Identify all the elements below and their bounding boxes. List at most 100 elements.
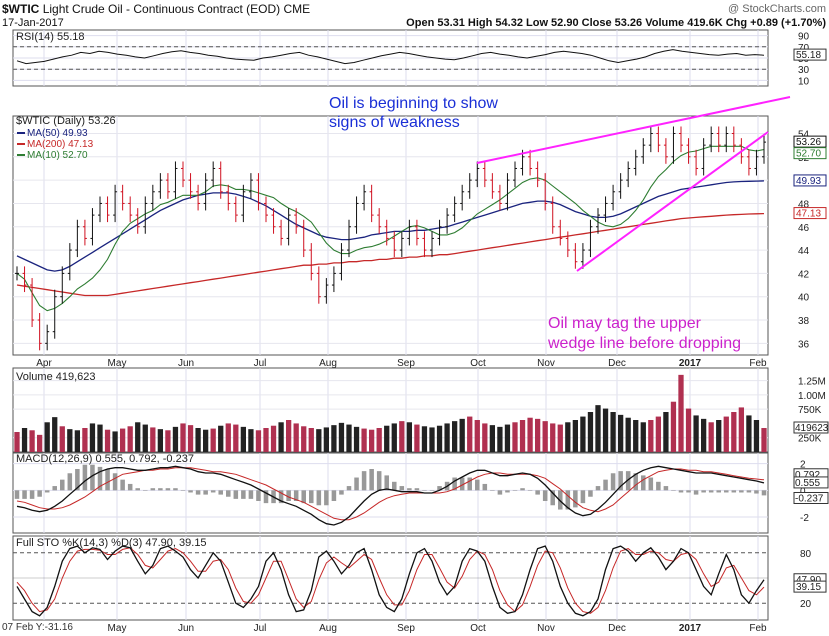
volume-bar <box>187 425 194 452</box>
macd-histogram-bar <box>339 490 344 495</box>
volume-bar <box>316 429 322 452</box>
volume-bar <box>112 431 118 452</box>
macd-histogram-bar <box>542 490 548 501</box>
macd-histogram-bar <box>90 464 95 491</box>
x-tick-label: May <box>108 358 127 369</box>
volume-bar <box>693 415 699 452</box>
volume-bar <box>542 421 548 452</box>
price-panel-label: $WTIC (Daily) 53.26 <box>16 115 116 127</box>
macd-tick-label: -2 <box>800 513 809 524</box>
macd-last-label: -0.237 <box>795 493 824 504</box>
volume-bar <box>459 418 465 452</box>
macd-histogram-bar <box>505 490 510 493</box>
x-tick-label: Nov <box>537 358 555 369</box>
volume-bar <box>353 426 360 452</box>
macd-histogram-bar <box>22 490 27 499</box>
macd-last-label: 0.792 <box>795 470 820 481</box>
price-stats: Open 53.31 High 54.32 Low 52.90 Close 53… <box>406 17 826 29</box>
volume-bar <box>346 424 352 452</box>
macd-histogram-bar <box>603 479 608 491</box>
macd-histogram-bar <box>82 464 88 491</box>
volume-bar <box>218 425 224 452</box>
price-last-label: 49.93 <box>796 176 821 187</box>
volume-bar <box>429 427 435 452</box>
sto-last-label: 47.90 <box>796 575 821 586</box>
volume-bar <box>565 422 571 452</box>
macd-histogram-bar <box>671 490 676 491</box>
macd-histogram-bar <box>165 488 171 491</box>
macd-histogram-bar <box>324 490 329 506</box>
macd-histogram-bar <box>188 490 193 493</box>
volume-bar <box>376 428 382 452</box>
instrument-name: Light Crude Oil - Continuous Contract (E… <box>42 2 281 16</box>
volume-bar <box>331 425 337 452</box>
macd-histogram-bar <box>625 471 631 491</box>
macd-histogram-bar <box>452 477 457 491</box>
price-tick-label: 54 <box>798 129 810 140</box>
legend-label: MA(50) 49.93 <box>27 128 88 139</box>
x-tick-label-bottom: Sep <box>397 623 415 634</box>
macd-histogram-bar <box>724 490 729 493</box>
macd-histogram-bar <box>641 475 646 491</box>
macd-histogram-bar <box>414 488 420 491</box>
macd-histogram-bar <box>105 469 110 491</box>
price-tick-label: 42 <box>798 269 810 280</box>
macd-histogram-bar <box>75 469 80 491</box>
volume-bar <box>172 426 179 452</box>
volume-bar <box>474 420 480 452</box>
sto-d-line <box>16 547 765 614</box>
x-tick-label-bottom: Nov <box>537 623 555 634</box>
wedge-lower-line <box>576 131 769 272</box>
macd-histogram-bar <box>573 490 578 508</box>
rsi-tick-label: 10 <box>798 76 810 87</box>
panel-frame-price <box>12 115 769 356</box>
x-tick-label: Oct <box>470 358 486 369</box>
volume-bar <box>104 429 111 452</box>
price-tick-label: 38 <box>798 316 810 327</box>
macd-histogram-bar <box>512 490 518 491</box>
volume-bar <box>700 418 707 452</box>
volume-bar <box>617 414 624 452</box>
macd-histogram-bar <box>52 486 57 491</box>
volume-bar <box>278 422 284 452</box>
macd-histogram-bar <box>678 490 684 493</box>
macd-histogram-bar <box>467 477 472 491</box>
volume-bar <box>14 432 20 452</box>
volume-bar <box>210 428 216 452</box>
x-tick-label: Aug <box>319 358 337 369</box>
volume-bar <box>150 427 156 452</box>
legend-label: MA(10) 52.70 <box>27 150 88 161</box>
macd-histogram-bar <box>301 490 306 504</box>
volume-bar <box>119 428 126 452</box>
volume-bar <box>557 424 563 452</box>
macd-histogram-bar <box>135 488 140 491</box>
volume-bar <box>504 424 511 452</box>
macd-histogram-bar <box>429 490 435 491</box>
volume-bar <box>421 426 428 452</box>
x-tick-label-bottom: May <box>108 623 127 634</box>
volume-bar <box>595 405 601 452</box>
macd-histogram-bar <box>490 490 495 491</box>
footer-coords: 07 Feb Y:-31.16 <box>2 622 73 633</box>
ma10-line <box>16 145 765 312</box>
macd-histogram-bar <box>520 488 525 491</box>
watermark: @ StockCharts.com <box>728 3 826 15</box>
macd-histogram-bar <box>497 490 503 495</box>
volume-bar <box>270 425 277 452</box>
volume-bar <box>444 423 450 452</box>
macd-histogram-bar <box>369 469 374 491</box>
volume-bar <box>610 412 616 452</box>
macd-histogram-bar <box>633 473 638 491</box>
macd-histogram-bar <box>686 490 691 493</box>
volume-bar <box>731 412 737 452</box>
volume-bar <box>406 422 413 452</box>
macd-histogram-bar <box>746 490 752 493</box>
price-tick-label: 40 <box>798 293 810 304</box>
macd-histogram-bar <box>588 490 593 497</box>
volume-bar <box>338 422 345 452</box>
volume-bar <box>716 420 722 452</box>
price-tick-label: 44 <box>798 246 810 257</box>
volume-last-label: 419623 <box>795 423 829 434</box>
macd-histogram-bar <box>112 473 118 491</box>
macd-histogram-bar <box>384 475 389 491</box>
